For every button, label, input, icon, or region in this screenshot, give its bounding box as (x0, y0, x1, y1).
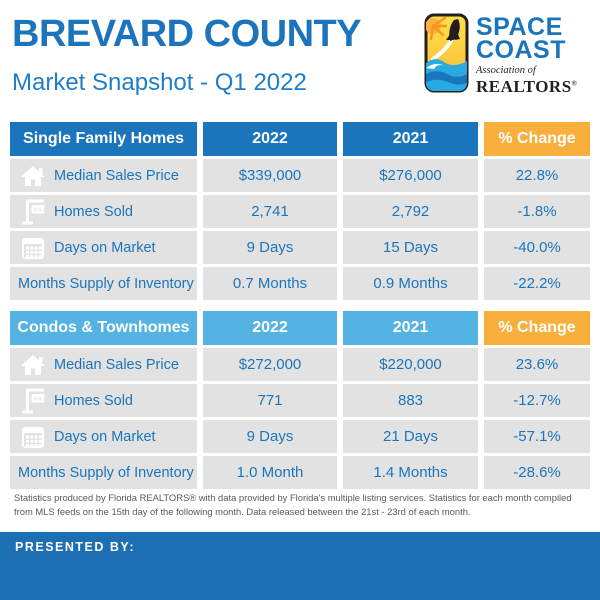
table2-title: Condos & Townhomes (10, 311, 197, 345)
table-cell: -40.0% (484, 231, 590, 264)
space-coast-realtors-logo: SPACE COAST Association of REALTORS® (424, 13, 577, 97)
table-cell: -28.6% (484, 456, 590, 489)
table-cell: $339,000 (203, 159, 337, 192)
single-family-homes-table: Single Family Homes 2022 2021 % Change M… (10, 122, 590, 300)
table2-col-2021: 2021 (343, 311, 478, 345)
table-cell: -1.8% (484, 195, 590, 228)
table-cell: $220,000 (343, 348, 478, 381)
house-icon (18, 351, 48, 379)
table-cell: 9 Days (203, 420, 337, 453)
svg-text:SOLD: SOLD (33, 207, 46, 212)
calendar-icon (18, 234, 48, 262)
sold-sign-icon: SOLD (18, 387, 48, 415)
table-cell: 1.0 Month (203, 456, 337, 489)
logo-word-space: SPACE (476, 13, 563, 41)
statistics-disclaimer: Statistics produced by Florida REALTORS®… (14, 492, 572, 518)
presented-by-label: PRESENTED BY: (15, 540, 135, 554)
page-subtitle: Market Snapshot - Q1 2022 (12, 68, 307, 96)
table-cell: -12.7% (484, 384, 590, 417)
svg-text:SOLD: SOLD (33, 396, 46, 401)
logo-wordmark: SPACE COAST Association of REALTORS® (476, 13, 577, 97)
table-cell: -57.1% (484, 420, 590, 453)
table-cell: -22.2% (484, 267, 590, 300)
table2-col-change: % Change (484, 311, 590, 345)
table-cell: 9 Days (203, 231, 337, 264)
table-row-label: Months Supply of Inventory (10, 267, 197, 300)
table-row-label: Days on Market (10, 420, 197, 453)
table1-col-2021: 2021 (343, 122, 478, 156)
table-cell: 22.8% (484, 159, 590, 192)
table-row-label: SOLD Homes Sold (10, 195, 197, 228)
table-row-label: Days on Market (10, 231, 197, 264)
table-cell: 21 Days (343, 420, 478, 453)
table-row-label: Median Sales Price (10, 159, 197, 192)
page-title: BREVARD COUNTY (12, 13, 362, 55)
registered-mark: ® (571, 79, 578, 88)
presented-by-bar: PRESENTED BY: (0, 532, 600, 600)
table-cell: 23.6% (484, 348, 590, 381)
logo-realtors: REALTORS® (476, 77, 578, 96)
table1-col-change: % Change (484, 122, 590, 156)
table-cell: $272,000 (203, 348, 337, 381)
table-row-label: Months Supply of Inventory (10, 456, 197, 489)
table-cell: 0.9 Months (343, 267, 478, 300)
header: BREVARD COUNTY Market Snapshot - Q1 2022 (12, 13, 362, 96)
table-cell: 2,792 (343, 195, 478, 228)
table-row-label: Median Sales Price (10, 348, 197, 381)
sold-sign-icon: SOLD (18, 198, 48, 226)
calendar-icon (18, 423, 48, 451)
table2-col-2022: 2022 (203, 311, 337, 345)
table-cell: 15 Days (343, 231, 478, 264)
condos-townhomes-table: Condos & Townhomes 2022 2021 % Change Me… (10, 311, 590, 489)
rocket-sun-wave-icon (424, 13, 469, 93)
table-cell: 1.4 Months (343, 456, 478, 489)
table-cell: 0.7 Months (203, 267, 337, 300)
table1-title: Single Family Homes (10, 122, 197, 156)
table-row-label: SOLD Homes Sold (10, 384, 197, 417)
table-cell: 883 (343, 384, 478, 417)
table-cell: 2,741 (203, 195, 337, 228)
logo-word-coast: COAST (476, 36, 566, 64)
table1-col-2022: 2022 (203, 122, 337, 156)
table-cell: 771 (203, 384, 337, 417)
logo-association-of: Association of (476, 65, 536, 76)
house-icon (18, 162, 48, 190)
table-cell: $276,000 (343, 159, 478, 192)
